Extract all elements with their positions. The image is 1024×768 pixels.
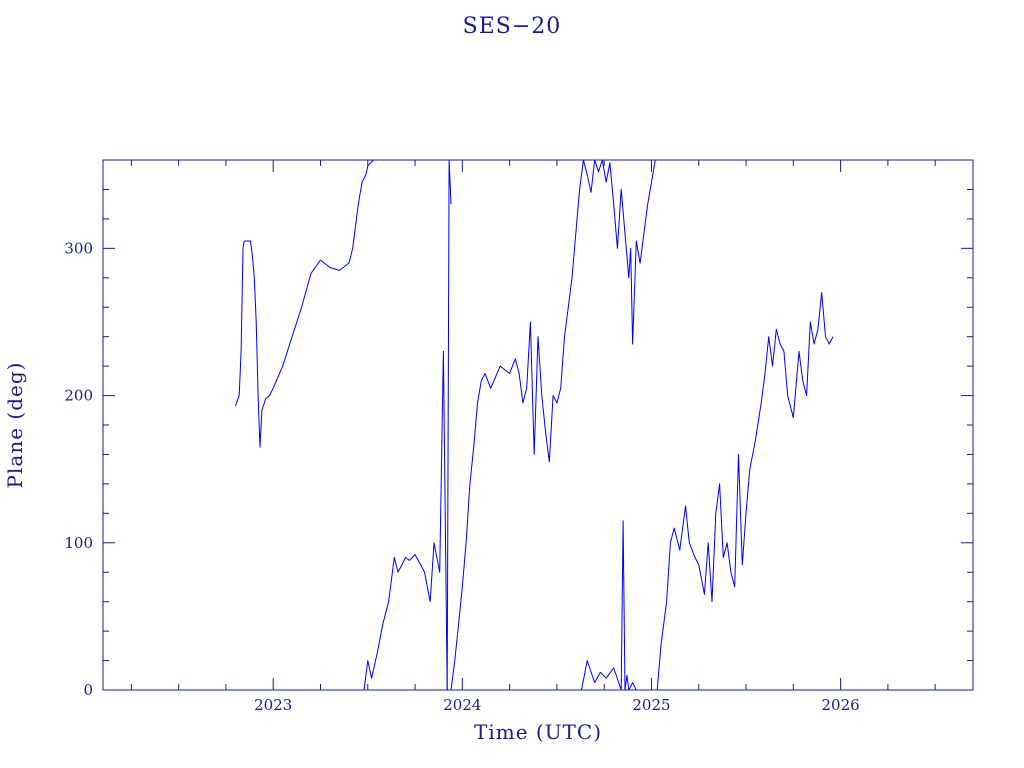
x-tick-label: 2025	[632, 696, 670, 714]
x-tick-label: 2024	[443, 696, 481, 714]
y-axis-label: Plane (deg)	[3, 362, 27, 489]
tick-group: 2023 2024 2025 2026 0 100 200 300	[64, 159, 973, 714]
series-line	[582, 159, 656, 345]
y-tick-label: 300	[64, 239, 93, 257]
chart-title: SES−20	[462, 14, 562, 39]
plot-frame	[102, 159, 974, 691]
y-tick-label: 100	[64, 534, 93, 552]
series-group	[234, 159, 834, 691]
series-line	[234, 159, 374, 448]
x-tick-label: 2026	[822, 696, 860, 714]
y-tick-label: 200	[64, 387, 93, 405]
x-tick-label: 2023	[254, 696, 292, 714]
series-line	[363, 350, 448, 691]
y-tick-label: 0	[83, 681, 93, 699]
series-line	[656, 292, 834, 691]
series-line	[446, 159, 452, 691]
series-line	[450, 159, 584, 691]
x-axis-label: Time (UTC)	[474, 720, 602, 744]
series-line	[581, 520, 637, 691]
